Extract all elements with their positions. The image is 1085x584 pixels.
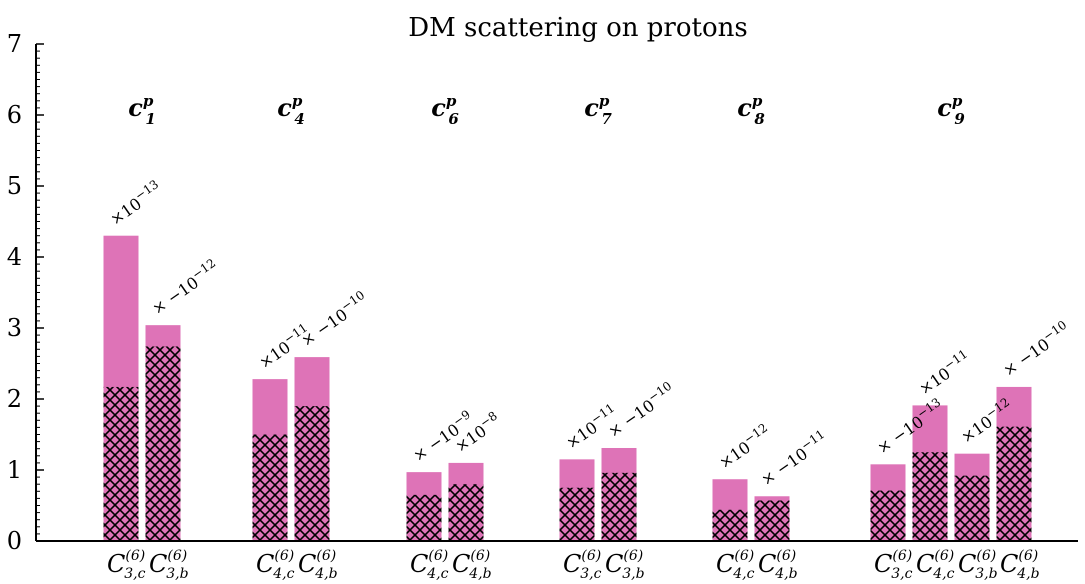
category-label: C(6) 4,c: [410, 548, 449, 582]
bar-hatched: [294, 406, 330, 541]
category-label: C(6) 3,c: [874, 548, 913, 582]
y-tick-label: 7: [7, 30, 22, 58]
y-tick-label: 3: [7, 314, 22, 342]
y-tick-label: 2: [7, 385, 22, 413]
group-label: cp 7: [584, 92, 612, 128]
category-label: C(6) 3,c: [563, 548, 602, 582]
bar-hatched: [252, 434, 288, 541]
bar-hatched: [954, 475, 990, 541]
category-label: C(6) 4,c: [916, 548, 955, 582]
category-label: C(6) 3,b: [958, 548, 998, 582]
chart-title: DM scattering on protons: [408, 13, 747, 43]
scale-label: × −10−12: [147, 256, 223, 319]
bar-hatched: [103, 386, 139, 541]
group-label: cp 1: [128, 92, 156, 128]
bar-hatched: [448, 484, 484, 541]
bar-hatched: [712, 509, 748, 541]
y-tick-label: 4: [7, 243, 22, 271]
scale-label: ×10−12: [714, 421, 775, 473]
bar-hatched: [870, 490, 906, 541]
category-label: C(6) 3,b: [605, 548, 645, 582]
category-label: C(6) 3,c: [107, 548, 146, 582]
category-label: C(6) 4,b: [298, 548, 338, 582]
category-label: C(6) 4,c: [716, 548, 755, 582]
group-label: cp 9: [937, 92, 965, 128]
scale-label: × −10−10: [998, 318, 1074, 381]
group-label: cp 8: [737, 92, 765, 128]
bar-hatched: [754, 500, 790, 541]
bars-layer: [103, 235, 1032, 541]
group-label: cp 6: [431, 92, 459, 128]
category-label: C(6) 4,b: [758, 548, 798, 582]
scale-label: ×10−13: [105, 177, 166, 229]
y-tick-label: 1: [7, 456, 22, 484]
y-tick-label: 0: [7, 527, 22, 555]
y-tick-label: 5: [7, 172, 22, 200]
y-tick-label: 6: [7, 101, 22, 129]
bar-hatched: [406, 494, 442, 541]
bar-hatched: [559, 487, 595, 541]
group-label: cp 4: [277, 92, 305, 128]
bar-hatched: [601, 472, 637, 541]
axes-layer: [35, 43, 1078, 542]
scale-label: ×10−11: [914, 347, 975, 399]
bar-hatched: [145, 346, 181, 541]
category-label: C(6) 3,b: [149, 548, 189, 582]
bar-hatched: [912, 452, 948, 541]
category-label: C(6) 4,c: [256, 548, 295, 582]
scale-label: × −10−11: [756, 427, 832, 490]
category-label: C(6) 4,b: [452, 548, 492, 582]
bar-hatched: [996, 426, 1032, 541]
category-label: C(6) 4,b: [1000, 548, 1040, 582]
scale-label: × −10−10: [296, 288, 372, 351]
